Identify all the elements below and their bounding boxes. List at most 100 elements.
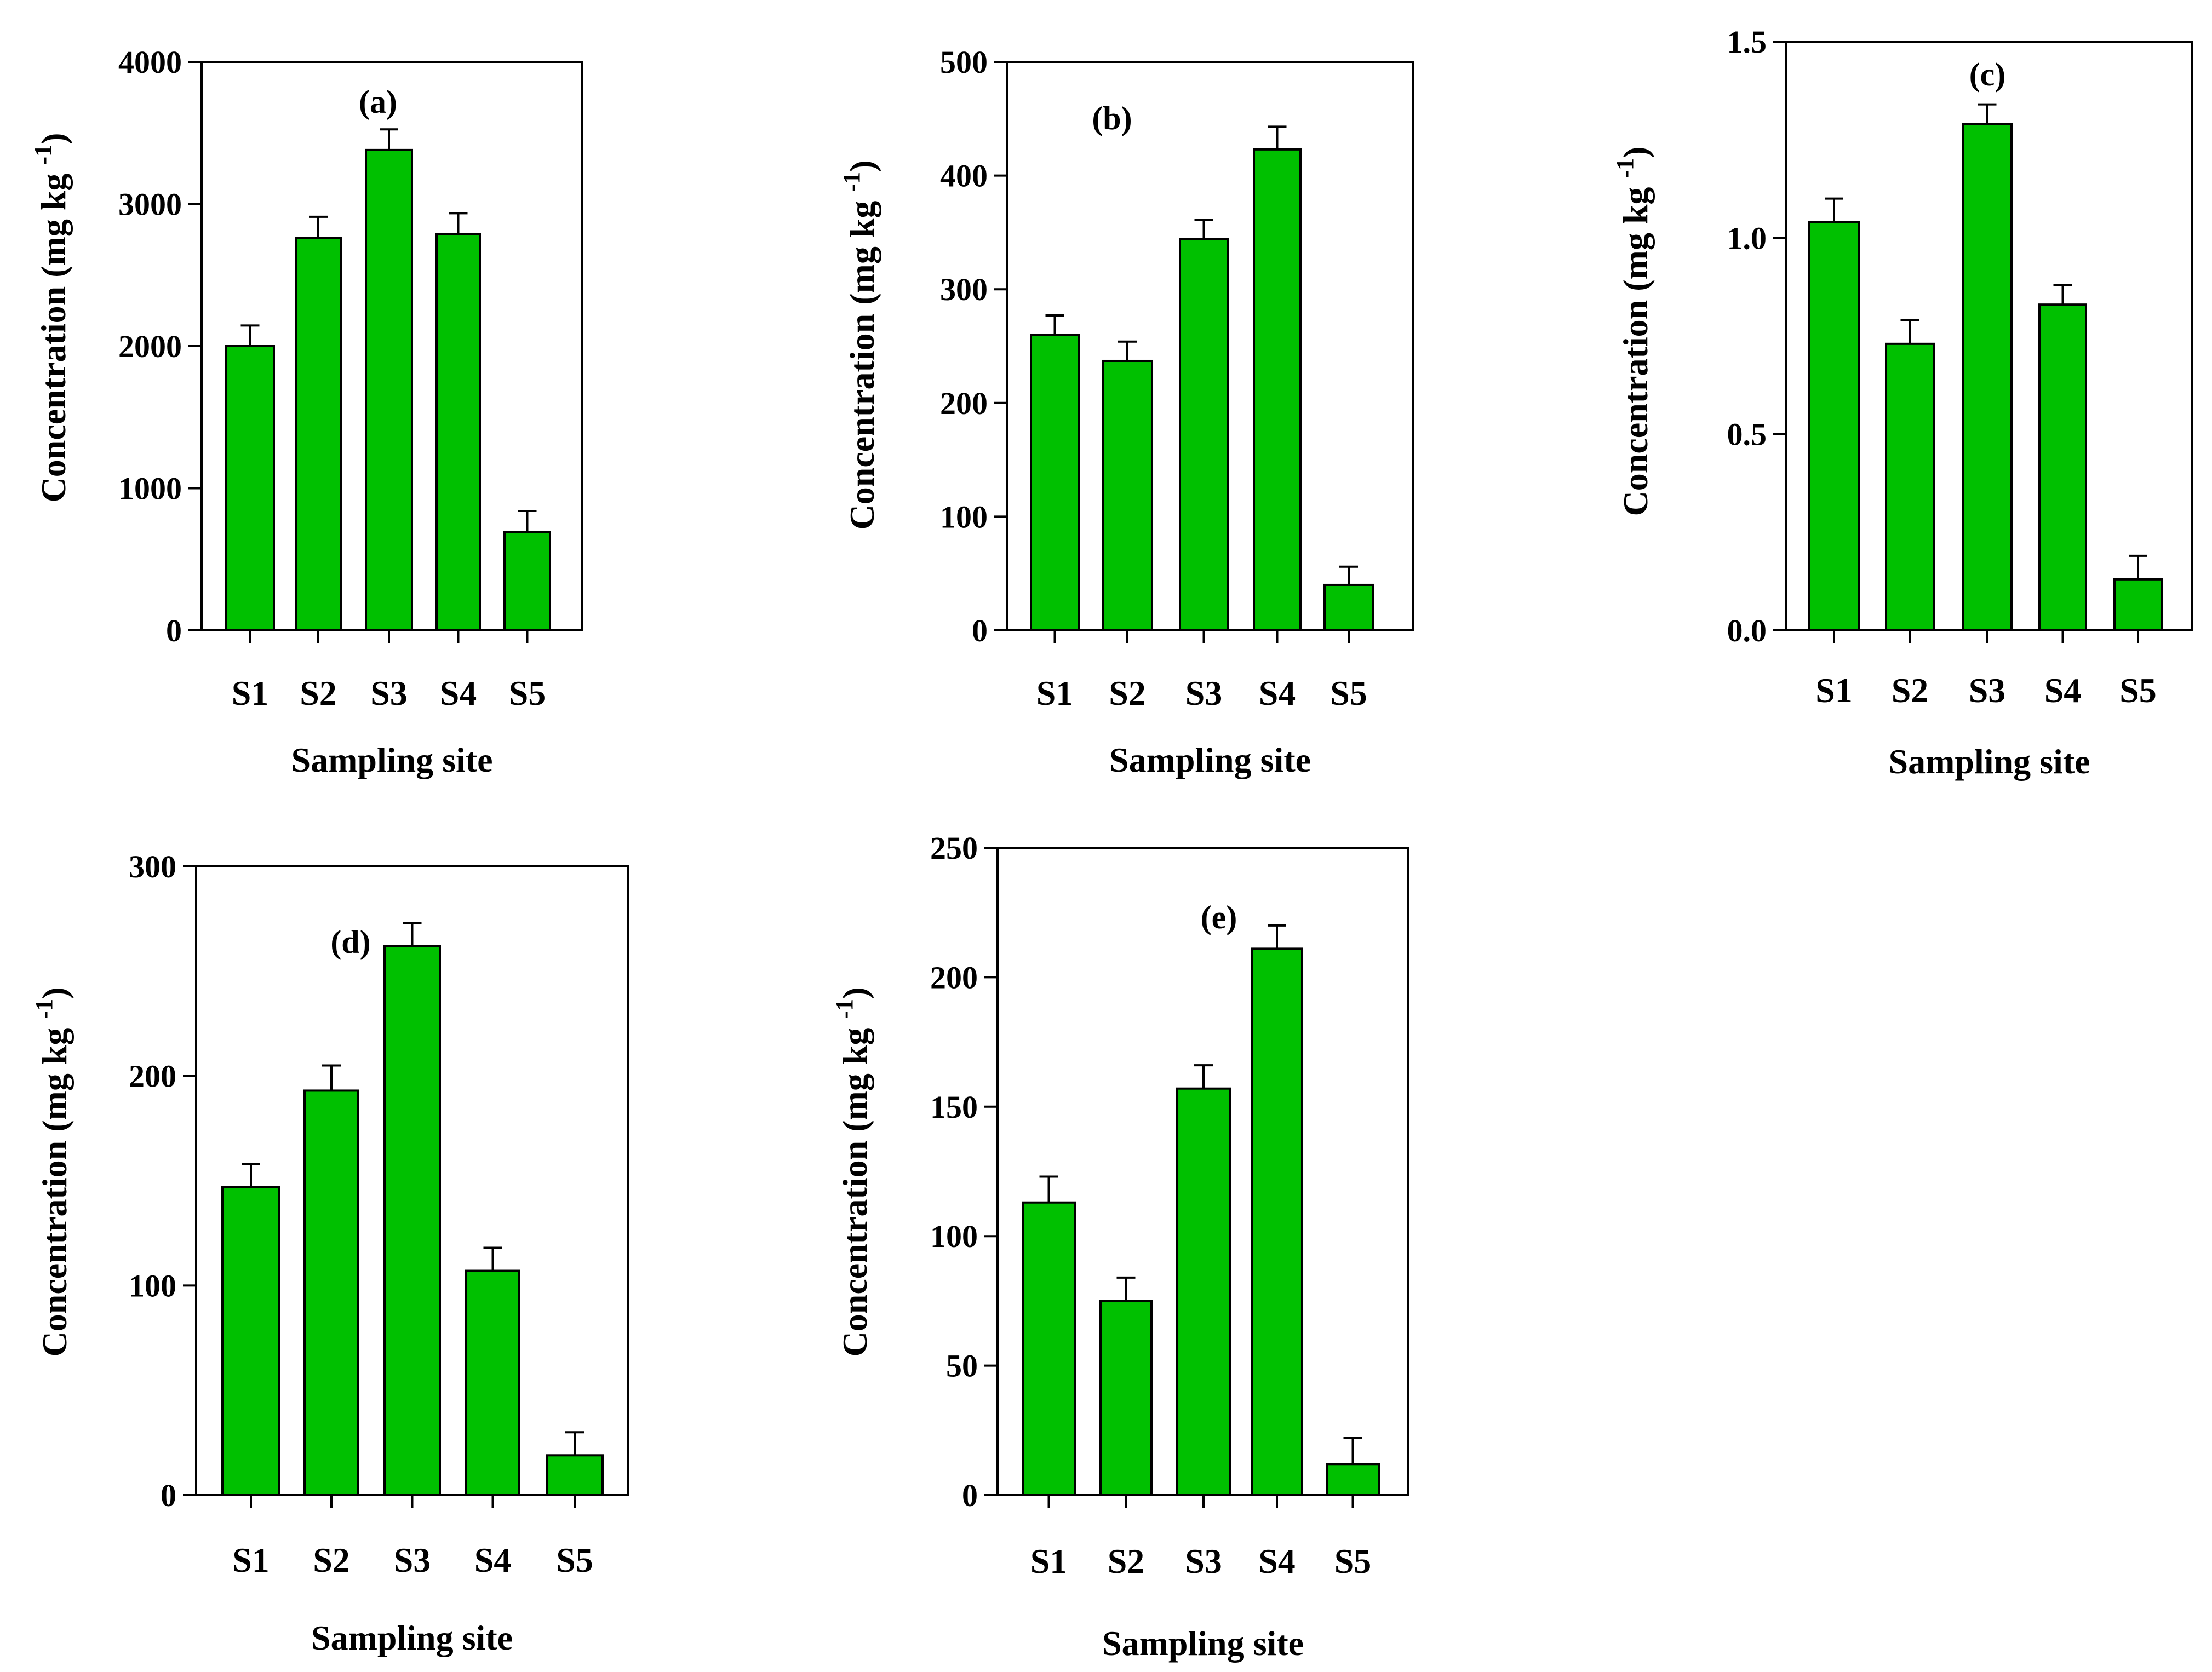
y-axis-title-main: Concentration (mg kg — [843, 192, 881, 530]
y-axis-title-main: Concentration (mg kg — [835, 1019, 874, 1357]
y-tick-label: 100 — [940, 499, 988, 535]
x-tick-label: S4 — [1259, 674, 1296, 713]
y-tick-label: 300 — [129, 849, 176, 884]
bar-S4 — [465, 1269, 520, 1496]
y-axis-title-main: Concentration (mg kg — [34, 165, 73, 503]
y-axis-title-superscript: -1 — [31, 999, 58, 1019]
bar-S4 — [1251, 947, 1303, 1496]
panel-label: (d) — [330, 924, 370, 960]
y-tick-label: 1.5 — [1727, 24, 1767, 60]
chart-panel-e: 0 50 100 150 200 250 S1 S2 S3 S4 S5 (e) Sampling sit… — [831, 830, 1409, 1663]
bar-S2 — [303, 1089, 359, 1497]
bar-S3 — [1176, 1087, 1231, 1496]
y-tick-label: 2000 — [118, 329, 182, 364]
bar-S5 — [546, 1454, 604, 1496]
bar-S1 — [1030, 334, 1080, 631]
x-tick-label: S5 — [2119, 671, 2157, 710]
y-axis-title-close: ) — [843, 160, 881, 172]
panel-label: (a) — [359, 84, 397, 120]
x-tick-label: S3 — [394, 1541, 431, 1579]
y-axis-title-superscript: -1 — [1612, 158, 1638, 179]
y-tick-label: 3000 — [118, 187, 182, 222]
y-tick-label: 100 — [930, 1219, 978, 1254]
y-tick-label: 0 — [972, 613, 988, 648]
bar-S3 — [1962, 123, 2013, 631]
bar-S5 — [1326, 1463, 1380, 1496]
y-axis-title: Concentration (mg kg -1) — [838, 160, 881, 530]
x-tick-label: S2 — [300, 674, 337, 713]
x-axis-title: Sampling site — [1888, 742, 2090, 781]
y-axis-title-close: ) — [34, 133, 73, 145]
x-tick-label: S5 — [1330, 674, 1367, 713]
y-tick-label: 200 — [129, 1059, 176, 1094]
y-tick-label: 500 — [940, 44, 988, 80]
bar-S3 — [383, 945, 441, 1496]
x-axis-title: Sampling site — [1109, 740, 1311, 779]
x-tick-label: S3 — [1969, 671, 2006, 710]
bar-S5 — [1323, 583, 1374, 631]
x-tick-label: S1 — [232, 1541, 270, 1579]
x-tick-label: S3 — [1185, 674, 1223, 713]
y-tick-label: 250 — [930, 830, 978, 866]
y-tick-label: 200 — [940, 386, 988, 421]
bar-S5 — [2113, 578, 2163, 632]
x-tick-label: S5 — [1334, 1542, 1372, 1581]
y-tick-label: 0 — [161, 1478, 176, 1513]
y-tick-label: 400 — [940, 158, 988, 194]
x-tick-label: S4 — [2044, 671, 2082, 710]
y-axis-title-superscript: -1 — [30, 145, 56, 165]
x-tick-label: S2 — [313, 1541, 350, 1579]
y-axis-title: Concentration (mg kg -1) — [1612, 147, 1655, 516]
x-tick-label: S4 — [474, 1541, 512, 1579]
panel-label: (e) — [1201, 899, 1237, 935]
x-tick-label: S1 — [232, 674, 269, 713]
y-axis-title: Concentration (mg kg -1) — [31, 987, 74, 1357]
panel-label: (c) — [1969, 56, 2006, 93]
y-axis-title-close: ) — [1616, 147, 1655, 158]
x-tick-label: S1 — [1815, 671, 1853, 710]
x-axis-title: Sampling site — [311, 1618, 513, 1657]
x-tick-label: S5 — [556, 1541, 593, 1579]
bar-S2 — [1099, 1300, 1153, 1496]
y-tick-label: 1.0 — [1727, 220, 1767, 256]
y-tick-label: 150 — [930, 1089, 978, 1125]
chart-panel-b: 0 100 200 300 400 500 S1 S2 S3 S4 S5 (b) Sampling si… — [838, 44, 1414, 779]
bar-S3 — [1179, 238, 1229, 631]
x-tick-label: S1 — [1030, 1542, 1068, 1581]
y-tick-label: 0 — [166, 613, 182, 648]
y-tick-label: 4000 — [118, 44, 182, 80]
x-tick-label: S5 — [509, 674, 546, 713]
y-axis-title-main: Concentration (mg kg — [1616, 179, 1655, 516]
x-axis-title: Sampling site — [1102, 1624, 1304, 1663]
y-axis-title: Concentration (mg kg -1) — [831, 987, 874, 1357]
x-tick-label: S4 — [440, 674, 477, 713]
x-tick-label: S3 — [370, 674, 408, 713]
bar-S5 — [503, 531, 551, 631]
bar-S2 — [295, 237, 342, 631]
bar-S4 — [435, 232, 481, 631]
y-axis-title-close: ) — [35, 987, 74, 999]
bar-S1 — [1808, 221, 1860, 631]
y-axis-title-superscript: -1 — [831, 999, 858, 1019]
bar-S1 — [221, 1186, 280, 1496]
x-tick-label: S1 — [1036, 674, 1074, 713]
y-tick-label: 50 — [946, 1348, 978, 1384]
bar-S1 — [225, 345, 275, 631]
chart-panel-c: 0.0 0.5 1.0 1.5 S1 S2 S3 S4 S5 (c) Sampling site Co… — [1612, 24, 2193, 781]
y-axis-title: Concentration (mg kg -1) — [30, 133, 73, 503]
bar-S2 — [1102, 359, 1153, 631]
x-tick-label: S2 — [1108, 1542, 1145, 1581]
y-tick-label: 0.0 — [1727, 613, 1767, 648]
chart-panel-d: 0 100 200 300 S1 S2 S3 S4 S5 (d) Sampling site Conc… — [31, 849, 629, 1657]
y-axis-title-superscript: -1 — [838, 172, 865, 192]
y-tick-label: 200 — [930, 959, 978, 995]
x-tick-label: S3 — [1185, 1542, 1222, 1581]
bar-S2 — [1885, 342, 1935, 631]
x-tick-label: S2 — [1109, 674, 1146, 713]
bar-S4 — [2038, 303, 2087, 631]
bar-S4 — [1253, 148, 1302, 631]
y-axis-title-main: Concentration (mg kg — [35, 1019, 74, 1357]
y-tick-label: 100 — [129, 1268, 176, 1303]
x-tick-label: S2 — [1892, 671, 1929, 710]
